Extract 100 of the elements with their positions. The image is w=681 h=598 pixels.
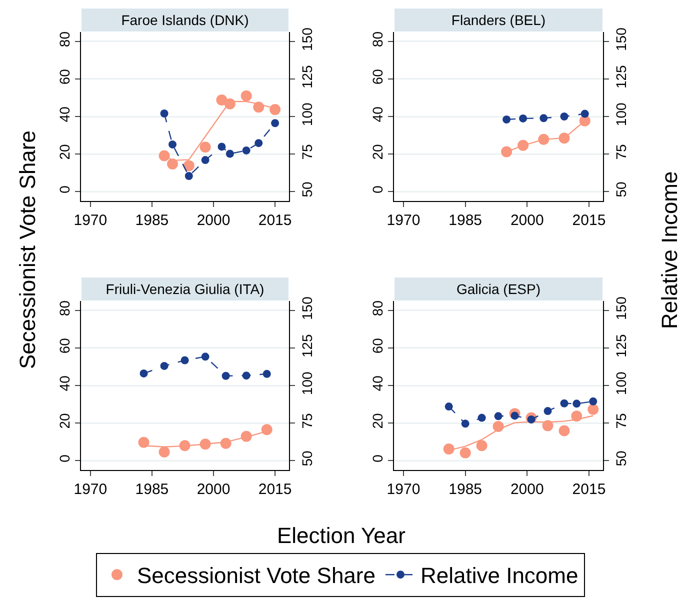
x-tick-label: 2015 [572, 212, 606, 229]
x-tick-label: 2015 [572, 481, 606, 498]
x-tick-label: 1970 [74, 481, 108, 498]
y2-tick-label: 50 [298, 182, 315, 198]
point [262, 370, 271, 378]
y2-tick-label: 100 [298, 102, 315, 126]
point [572, 400, 581, 408]
point [460, 447, 471, 458]
y-tick-label: 60 [369, 338, 386, 354]
chart-title: Faroe Islands (DNK) [121, 12, 249, 28]
y2-tick-label: 50 [612, 450, 629, 466]
y-tick-label: 0 [369, 454, 386, 462]
chart-title: Friuli-Venezia Giulia (ITA) [106, 281, 264, 297]
point [158, 446, 170, 458]
y2-tick-label: 50 [298, 450, 315, 466]
point [180, 356, 189, 364]
x-tick-label: 1985 [135, 481, 169, 498]
y2-tick-label: 100 [612, 372, 629, 396]
y2-axis-title: Relative Income [657, 171, 681, 329]
x-tick-label: 1970 [386, 481, 420, 498]
point [183, 160, 194, 172]
point [510, 412, 519, 420]
point [242, 372, 250, 380]
point [184, 172, 193, 180]
point [478, 414, 486, 422]
x-tick-label: 2015 [258, 212, 292, 229]
point [271, 119, 280, 128]
x-tick-label: 1985 [448, 212, 482, 229]
point [443, 443, 454, 454]
legend-label: Secessionist Vote Share [137, 563, 376, 588]
y2-tick-label: 75 [298, 144, 315, 160]
x-axis-title: Election Year [277, 523, 406, 548]
point [544, 407, 552, 416]
point [226, 150, 234, 158]
y2-tick-label: 125 [612, 64, 629, 89]
y2-tick-label: 50 [612, 182, 629, 198]
point [589, 397, 598, 406]
y2-tick-label: 75 [298, 412, 315, 429]
point [168, 140, 176, 148]
y2-tick-label: 75 [612, 412, 629, 429]
y-tick-label: 20 [56, 412, 72, 429]
point [138, 436, 150, 448]
point [494, 412, 502, 420]
chart-title: Flanders (BEL) [451, 12, 546, 28]
point [461, 420, 470, 428]
point [270, 104, 281, 116]
y2-tick-label: 125 [298, 64, 315, 89]
point [222, 372, 230, 380]
x-tick-label: 2015 [258, 481, 292, 498]
point [501, 146, 512, 158]
y-tick-label: 0 [56, 454, 72, 462]
point [242, 146, 250, 154]
point [240, 90, 252, 102]
point [216, 94, 228, 106]
y-tick-label: 60 [369, 68, 386, 85]
y-tick-label: 40 [56, 375, 72, 392]
point [444, 402, 453, 411]
y-tick-label: 60 [56, 338, 72, 354]
y2-tick-label: 100 [298, 372, 315, 396]
point [140, 369, 148, 378]
y2-tick-label: 150 [612, 296, 629, 320]
point [158, 150, 170, 162]
point [201, 156, 210, 164]
y-tick-label: 20 [369, 144, 386, 160]
point [160, 110, 168, 118]
point [200, 142, 211, 153]
y-tick-label: 80 [369, 300, 386, 316]
x-tick-label: 1970 [74, 212, 108, 229]
x-tick-label: 2000 [196, 212, 230, 229]
point [160, 362, 168, 370]
y-tick-label: 40 [369, 106, 386, 122]
point [527, 415, 536, 424]
y-tick-label: 60 [56, 68, 72, 85]
point [254, 139, 263, 148]
y2-tick-label: 150 [298, 27, 315, 51]
point [218, 142, 226, 151]
point [560, 399, 568, 408]
x-tick-label: 1985 [448, 481, 482, 498]
legend-label: Relative Income [420, 563, 578, 588]
chart-title: Galicia (ESP) [456, 281, 541, 297]
x-tick-label: 2000 [510, 481, 544, 498]
y-tick-label: 40 [369, 375, 386, 392]
y-tick-label: 0 [56, 185, 72, 194]
y-axis-title: Secessionist Vote Share [15, 130, 40, 369]
y-tick-label: 20 [56, 144, 72, 160]
point [166, 158, 178, 170]
point [588, 404, 599, 415]
x-tick-label: 1985 [135, 212, 169, 229]
y2-tick-label: 150 [612, 27, 629, 51]
point [542, 420, 554, 432]
y2-tick-label: 125 [298, 334, 315, 358]
y-tick-label: 0 [369, 185, 386, 194]
point [261, 424, 272, 436]
y-tick-label: 80 [56, 31, 72, 48]
x-tick-label: 1970 [386, 212, 420, 229]
y-tick-label: 80 [369, 31, 386, 48]
x-tick-label: 2000 [510, 212, 544, 229]
y2-tick-label: 125 [612, 334, 629, 358]
y-tick-label: 40 [56, 106, 72, 122]
y2-tick-label: 75 [612, 144, 629, 160]
